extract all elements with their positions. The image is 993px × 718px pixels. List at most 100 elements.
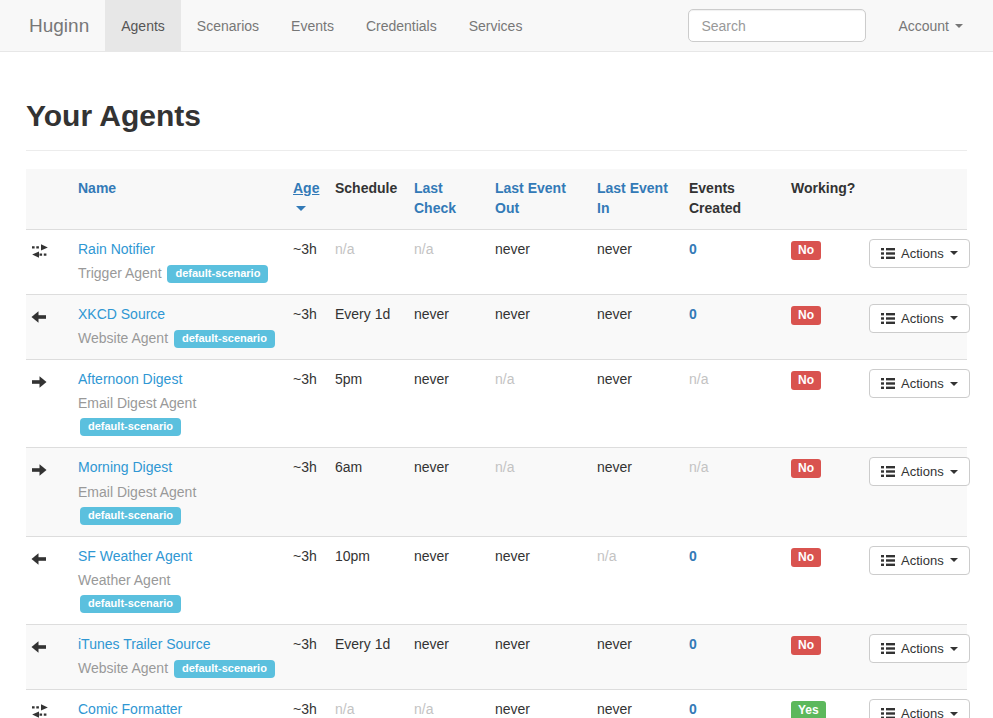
scenario-badge[interactable]: default-scenario (80, 595, 181, 613)
events-created-link[interactable]: 0 (689, 306, 697, 322)
last-event-in-cell: never (589, 690, 681, 718)
agent-direction-icon (26, 229, 70, 294)
agent-subline: Email Digest Agent default-scenario (78, 481, 277, 527)
sort-age-link[interactable]: Age (293, 180, 319, 196)
search-input[interactable] (688, 9, 866, 42)
list-icon (881, 247, 895, 260)
last-check-cell: never (406, 625, 487, 690)
agent-row: iTunes Trailer Source Website Agent defa… (26, 625, 967, 690)
sort-last-event-in-link[interactable]: Last Event In (597, 180, 668, 216)
age-cell: ~3h (285, 536, 327, 624)
agent-type-label: Weather Agent (78, 572, 170, 588)
last-event-out-cell: never (487, 690, 589, 718)
agent-name-cell: Rain Notifier Trigger Agent default-scen… (70, 229, 285, 294)
arrow-left-icon (31, 641, 47, 653)
last-event-in-cell: never (589, 360, 681, 448)
agent-type-label: Website Agent (78, 330, 168, 346)
schedule-cell: Every 1d (327, 294, 406, 359)
agent-name-cell: Comic Formatter Event Formatting Agent d… (70, 690, 285, 718)
nav-item-events[interactable]: Events (275, 0, 350, 51)
actions-button[interactable]: Actions (869, 634, 970, 663)
last-event-in-cell: never (589, 229, 681, 294)
agent-name-link[interactable]: Morning Digest (78, 459, 172, 475)
scenario-badge[interactable]: default-scenario (80, 507, 181, 525)
transfer-icon (31, 704, 49, 718)
schedule-cell: n/a (327, 690, 406, 718)
actions-button[interactable]: Actions (869, 369, 970, 398)
chevron-down-icon (950, 251, 958, 255)
schedule-cell: Every 1d (327, 625, 406, 690)
header-schedule: Schedule (327, 169, 406, 229)
list-icon (881, 642, 895, 655)
account-menu[interactable]: Account (898, 18, 963, 34)
agent-name-cell: SF Weather Agent Weather Agent default-s… (70, 536, 285, 624)
agent-name-cell: Morning Digest Email Digest Agent defaul… (70, 448, 285, 536)
actions-label: Actions (901, 376, 944, 391)
events-created-link[interactable]: 0 (689, 701, 697, 717)
age-cell: ~3h (285, 294, 327, 359)
working-cell: No (783, 448, 861, 536)
nav-item-label: Events (291, 18, 334, 34)
agent-name-link[interactable]: Comic Formatter (78, 701, 182, 717)
nav-item-credentials[interactable]: Credentials (350, 0, 453, 51)
last-event-out-cell: never (487, 229, 589, 294)
agent-direction-icon (26, 294, 70, 359)
working-cell: No (783, 625, 861, 690)
scenario-badge[interactable]: default-scenario (174, 660, 275, 678)
last-event-in-cell: never (589, 448, 681, 536)
list-icon (881, 707, 895, 718)
actions-button[interactable]: Actions (869, 457, 970, 486)
last-event-in-cell: n/a (589, 536, 681, 624)
actions-cell: Actions (861, 536, 967, 624)
agent-subline: Email Digest Agent default-scenario (78, 392, 277, 438)
sort-last-check-link[interactable]: Last Check (414, 180, 456, 216)
agent-name-link[interactable]: SF Weather Agent (78, 548, 192, 564)
agent-direction-icon (26, 448, 70, 536)
nav-item-services[interactable]: Services (453, 0, 539, 51)
nav-item-label: Credentials (366, 18, 437, 34)
scenario-badge[interactable]: default-scenario (80, 418, 181, 436)
events-created-cell: n/a (681, 448, 783, 536)
agent-name-link[interactable]: Rain Notifier (78, 241, 155, 257)
agent-name-link[interactable]: Afternoon Digest (78, 371, 182, 387)
agent-name-cell: Afternoon Digest Email Digest Agent defa… (70, 360, 285, 448)
actions-button[interactable]: Actions (869, 239, 970, 268)
events-created-link[interactable]: 0 (689, 548, 697, 564)
agent-type-label: Website Agent (78, 660, 168, 676)
actions-button[interactable]: Actions (869, 304, 970, 333)
agent-row: Afternoon Digest Email Digest Agent defa… (26, 360, 967, 448)
events-created-link[interactable]: 0 (689, 636, 697, 652)
brand-link[interactable]: Huginn (0, 0, 105, 51)
working-badge: No (791, 306, 821, 325)
nav-item-label: Scenarios (197, 18, 259, 34)
scenario-badge[interactable]: default-scenario (174, 330, 275, 348)
agent-name-link[interactable]: XKCD Source (78, 306, 165, 322)
actions-button[interactable]: Actions (869, 699, 970, 718)
events-created-link[interactable]: 0 (689, 241, 697, 257)
last-check-cell: n/a (406, 690, 487, 718)
agent-subline: Website Agent default-scenario (78, 327, 277, 350)
events-created-cell: 0 (681, 690, 783, 718)
sort-last-event-out-link[interactable]: Last Event Out (495, 180, 566, 216)
agent-type-label: Email Digest Agent (78, 395, 196, 411)
list-icon (881, 465, 895, 478)
header-name: Name (70, 169, 285, 229)
scenario-badge[interactable]: default-scenario (167, 265, 268, 283)
chevron-down-icon (950, 647, 958, 651)
working-badge: No (791, 459, 821, 478)
header-events-created: Events Created (681, 169, 783, 229)
sort-caret-icon (296, 206, 306, 211)
events-created-link: n/a (689, 371, 708, 387)
last-check-cell: n/a (406, 229, 487, 294)
agent-subline: Weather Agent default-scenario (78, 569, 277, 615)
nav-item-agents[interactable]: Agents (105, 0, 181, 51)
nav-item-scenarios[interactable]: Scenarios (181, 0, 275, 51)
agent-subline: Trigger Agent default-scenario (78, 262, 277, 285)
chevron-down-icon (955, 24, 963, 28)
header-last-check: Last Check (406, 169, 487, 229)
last-event-out-cell: never (487, 625, 589, 690)
actions-button[interactable]: Actions (869, 546, 970, 575)
agent-direction-icon (26, 360, 70, 448)
sort-name-link[interactable]: Name (78, 180, 116, 196)
agent-name-link[interactable]: iTunes Trailer Source (78, 636, 211, 652)
